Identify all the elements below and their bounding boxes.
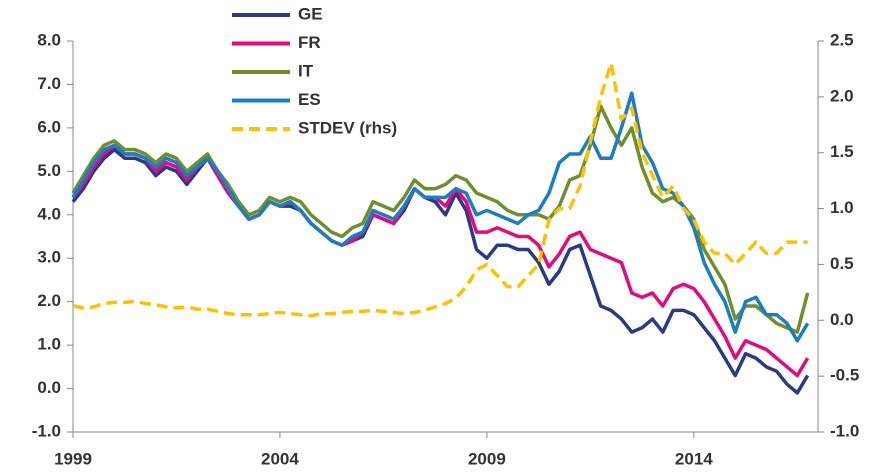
legend-label: IT — [298, 61, 314, 80]
y-tick-label: -1.0 — [32, 421, 61, 440]
y-tick-label: 1.0 — [37, 335, 61, 354]
series-line — [71, 147, 810, 395]
x-tick-label: 2014 — [675, 449, 713, 468]
y2-tick-label: 2.5 — [830, 30, 854, 49]
series-line — [71, 91, 810, 343]
y-tick-label: 4.0 — [37, 204, 61, 223]
y2-tick-label: 0.0 — [830, 310, 854, 329]
series-line — [71, 104, 810, 334]
y-tick-label: 6.0 — [37, 117, 61, 136]
series-line — [72, 61, 808, 318]
legend-label: STDEV (rhs) — [298, 118, 397, 137]
y-tick-label: 8.0 — [37, 30, 61, 49]
y2-tick-label: 2.0 — [830, 86, 854, 105]
x-tick-label: 2009 — [468, 449, 506, 468]
y2-tick-label: -1.0 — [830, 421, 859, 440]
y2-tick-label: 0.5 — [830, 254, 854, 273]
y2-tick-label: -0.5 — [830, 366, 859, 385]
y2-tick-label: 1.0 — [830, 198, 854, 217]
x-tick-label: 1999 — [54, 449, 92, 468]
y2-tick-label: 1.5 — [830, 142, 854, 161]
y-tick-label: 7.0 — [37, 74, 61, 93]
y-tick-label: 5.0 — [37, 161, 61, 180]
legend-label: GE — [298, 4, 323, 23]
legend-label: FR — [298, 33, 321, 52]
legend-label: ES — [298, 90, 321, 109]
y-tick-label: 3.0 — [37, 248, 61, 267]
x-tick-label: 2004 — [261, 449, 299, 468]
y-tick-label: 2.0 — [37, 291, 61, 310]
y-tick-label: 0.0 — [37, 378, 61, 397]
